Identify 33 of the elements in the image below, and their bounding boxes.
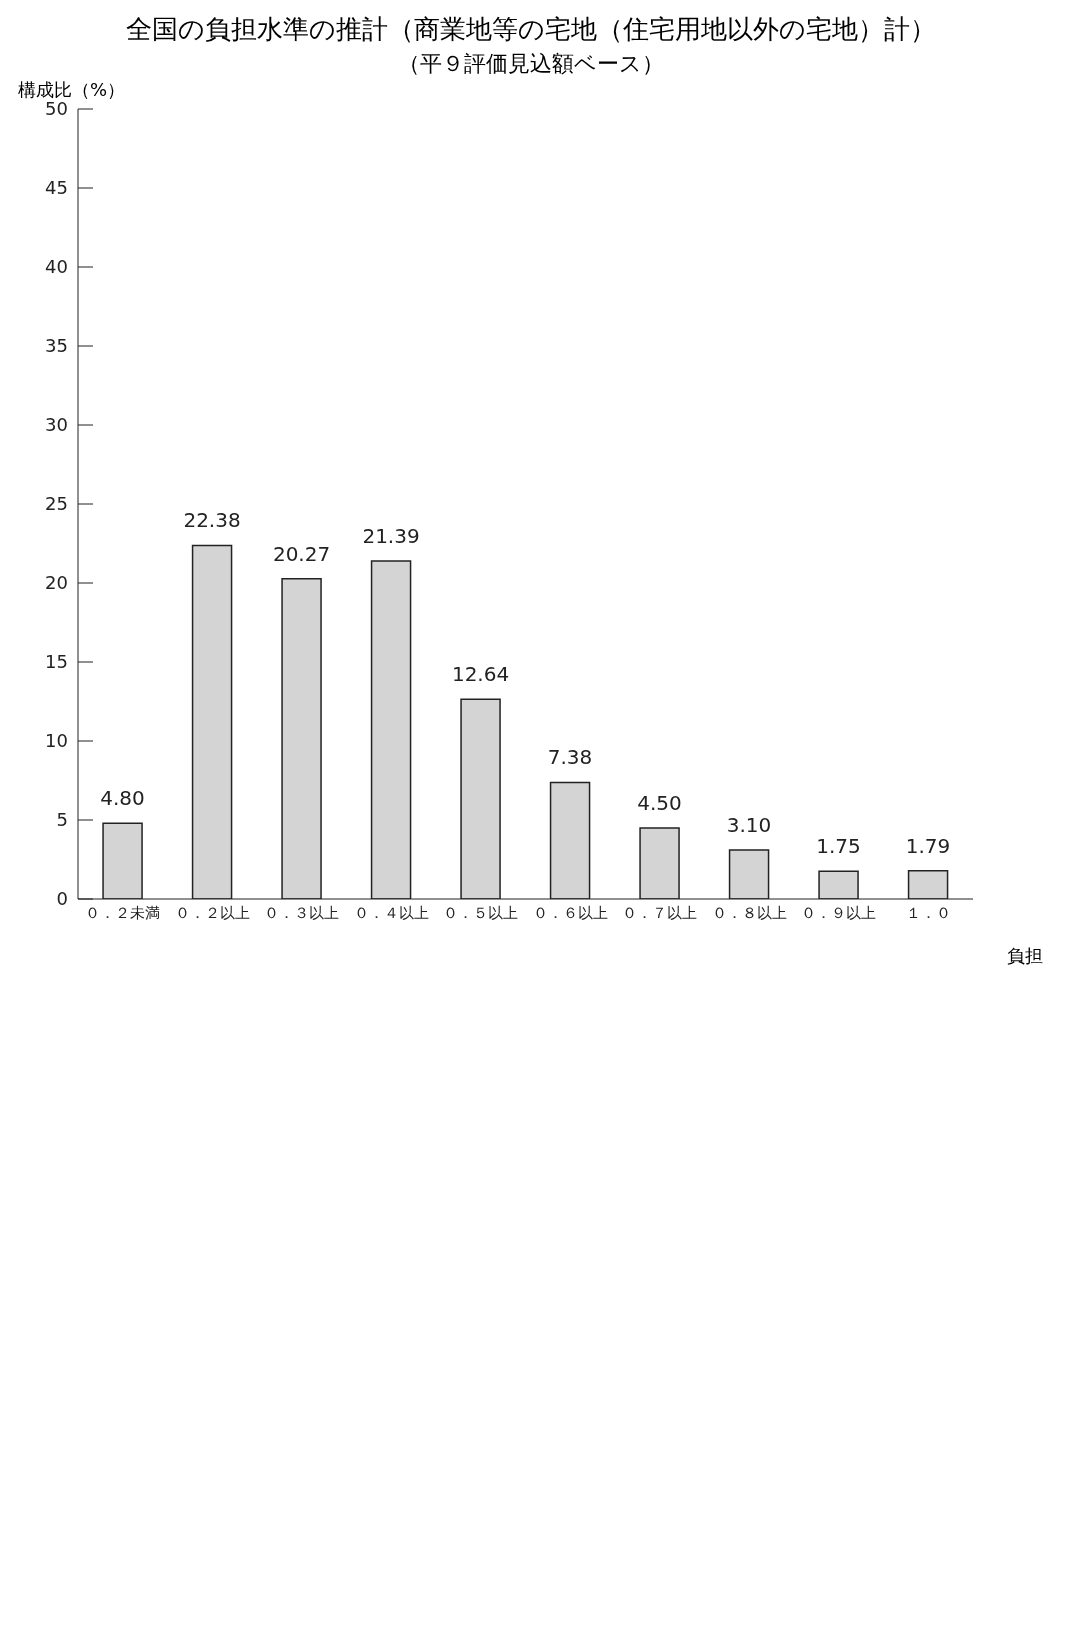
y-tick-label: 10 <box>45 730 68 752</box>
y-tick-label: 40 <box>45 256 68 278</box>
x-tick-label: ０．７以上 <box>622 903 698 922</box>
x-tick-label: ０．２以上 <box>174 903 250 922</box>
chart-subtitle: （平９評価見込額ベース） <box>396 50 665 78</box>
data-label: 1.75 <box>816 834 861 859</box>
x-axis-title: 負担 <box>1007 944 1043 968</box>
data-label: 4.50 <box>637 790 682 815</box>
data-label: 20.27 <box>272 541 331 566</box>
y-tick-label: 20 <box>45 572 68 594</box>
data-label: 4.80 <box>100 786 145 811</box>
x-tick-label: １．０ <box>905 903 951 922</box>
data-label: 12.64 <box>451 662 510 687</box>
data-label: 7.38 <box>547 745 593 770</box>
data-label: 21.39 <box>362 524 420 549</box>
x-tick-label: ０．２未満 <box>85 903 161 922</box>
chart-title: 全国の負担水準の推計（商業地等の宅地（住宅用地以外の宅地）計） <box>124 13 937 46</box>
data-label: 3.10 <box>726 813 772 838</box>
y-tick-label: 0 <box>56 888 68 910</box>
y-tick-label: 15 <box>45 651 68 673</box>
y-tick-label: 35 <box>45 335 68 357</box>
x-tick-label: ０．５以上 <box>443 903 519 922</box>
data-label: 1.79 <box>905 833 951 858</box>
y-tick-label: 45 <box>45 177 68 199</box>
y-tick-label: 25 <box>45 493 68 515</box>
x-tick-label: ０．３以上 <box>264 903 340 922</box>
x-tick-label: ０．４以上 <box>353 903 429 922</box>
x-tick-label: ０．９以上 <box>801 903 877 922</box>
x-tick-label: ０．８以上 <box>711 903 787 922</box>
data-label: 22.38 <box>183 508 241 533</box>
y-tick-label: 5 <box>56 809 68 831</box>
y-tick-label: 30 <box>45 414 68 436</box>
x-tick-label: ０．６以上 <box>532 903 608 922</box>
